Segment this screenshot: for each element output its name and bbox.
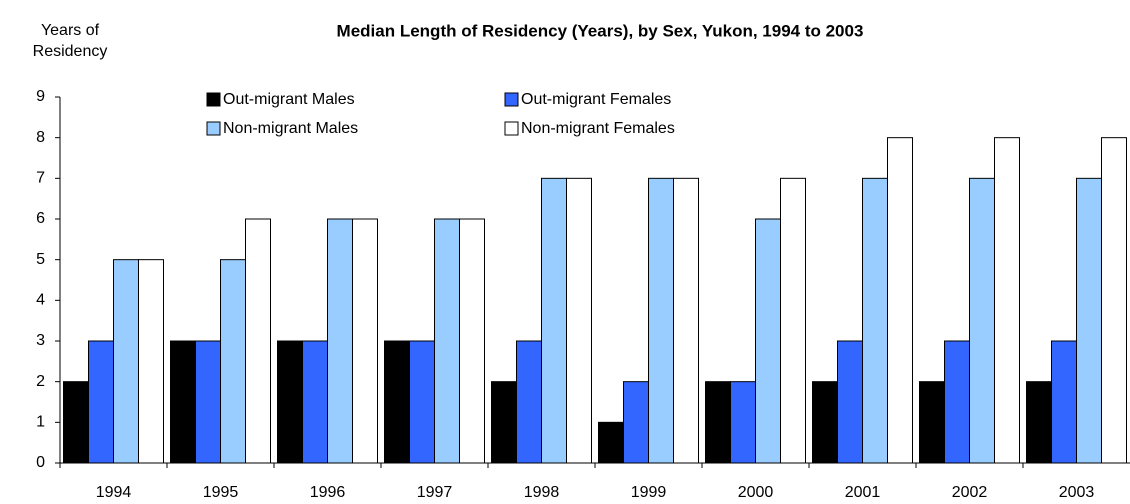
bar (673, 177, 699, 464)
y-tick-label: 7 (36, 170, 45, 187)
y-axis-label: Years of Residency (32, 22, 108, 60)
bar (459, 218, 485, 464)
bar (63, 381, 89, 464)
y-tick-label: 5 (36, 251, 45, 268)
y-tick-label: 0 (36, 454, 45, 471)
legend-swatch (206, 92, 221, 107)
legend-label: Out-migrant Males (223, 91, 355, 108)
x-tick-label: 2001 (845, 484, 881, 501)
bar (138, 259, 164, 464)
bar (434, 218, 460, 464)
x-tick-label: 2003 (1059, 484, 1095, 501)
bar (1101, 137, 1127, 464)
bar (837, 340, 863, 464)
bar (541, 177, 567, 464)
bar (170, 340, 196, 464)
bar (705, 381, 731, 464)
x-tick-label: 2002 (952, 484, 988, 501)
bar (88, 340, 114, 464)
x-tick-label: 1994 (96, 484, 132, 501)
bar (648, 177, 674, 464)
bar (598, 421, 624, 464)
legend-swatch (504, 121, 519, 136)
bar (755, 218, 781, 464)
y-tick-label: 3 (36, 332, 45, 349)
y-tick-label: 8 (36, 129, 45, 146)
bar (1026, 381, 1052, 464)
y-tick-label: 2 (36, 373, 45, 390)
bar (780, 177, 806, 464)
x-tick-label: 1996 (310, 484, 346, 501)
bar (384, 340, 410, 464)
x-tick-label: 2000 (738, 484, 774, 501)
bar (1076, 177, 1102, 464)
bar (944, 340, 970, 464)
y-tick-label: 6 (36, 210, 45, 227)
bar (352, 218, 378, 464)
y-tick-label: 9 (36, 88, 45, 105)
bar (994, 137, 1020, 464)
bar (409, 340, 435, 464)
bar (812, 381, 838, 464)
bar (730, 381, 756, 464)
legend-label: Out-migrant Females (521, 91, 671, 108)
legend-label: Non-migrant Males (223, 120, 358, 137)
y-tick-label: 1 (36, 414, 45, 431)
bar (277, 340, 303, 464)
bar (195, 340, 221, 464)
bar (113, 259, 139, 464)
chart-title: Median Length of Residency (Years), by S… (337, 21, 864, 40)
legend-label: Non-migrant Females (521, 120, 675, 137)
bar (623, 381, 649, 464)
bar (566, 177, 592, 464)
bar (969, 177, 995, 464)
x-tick-label: 1999 (631, 484, 667, 501)
bar (302, 340, 328, 464)
y-tick-label: 4 (36, 292, 45, 309)
bar (327, 218, 353, 464)
x-tick-label: 1998 (524, 484, 560, 501)
bar (862, 177, 888, 464)
legend-swatch (504, 92, 519, 107)
x-tick-label: 1997 (417, 484, 453, 501)
bar (516, 340, 542, 464)
bar (220, 259, 246, 464)
bar (1051, 340, 1077, 464)
bar (491, 381, 517, 464)
x-tick-label: 1995 (203, 484, 239, 501)
bar (887, 137, 913, 464)
bar (245, 218, 271, 464)
bar (919, 381, 945, 464)
legend-swatch (206, 121, 221, 136)
